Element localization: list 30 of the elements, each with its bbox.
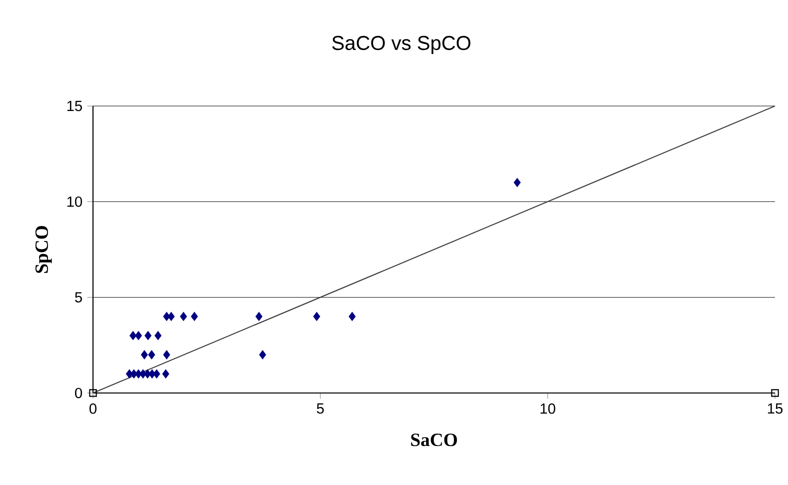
point [130, 331, 136, 340]
point [163, 350, 170, 360]
point [168, 312, 175, 321]
y-axis-title: SpCO [35, 226, 52, 273]
x-tick-label: 5 [316, 403, 324, 414]
x-tick-label: 15 [768, 403, 783, 414]
point [162, 369, 170, 378]
x-axis-title: SaCO [411, 434, 457, 446]
x-tick-label: 10 [540, 403, 556, 414]
point [89, 389, 97, 397]
y-tick-label: 10 [67, 196, 82, 207]
point [313, 312, 320, 321]
point [154, 331, 162, 340]
point [514, 178, 521, 188]
point [144, 331, 152, 340]
point [259, 350, 266, 360]
x-tick-label: 0 [89, 403, 96, 414]
point [180, 312, 187, 321]
point [348, 312, 356, 321]
point [255, 312, 262, 321]
y-tick-label: 5 [75, 292, 82, 302]
point [134, 331, 142, 340]
y-tick-label: 15 [67, 100, 82, 112]
point [153, 369, 160, 378]
point [190, 312, 198, 321]
chart-title: SaCO vs SpCO [332, 36, 470, 54]
point [771, 389, 779, 397]
point [148, 350, 156, 360]
point [140, 350, 148, 360]
y-tick-label: 0 [75, 388, 82, 398]
